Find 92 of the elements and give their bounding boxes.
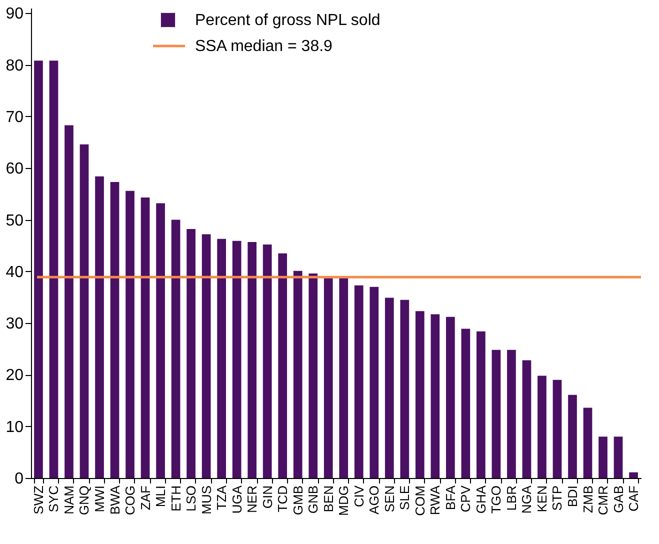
bar [430,314,440,478]
x-tick-label: SLE [397,485,412,510]
bar [370,286,379,478]
y-tick-label: 50 [6,212,24,230]
x-tick-label: TZA [214,485,230,510]
bar [324,278,333,478]
legend-label: SSA median = 38.9 [195,38,333,55]
x-tick-label: SEN [382,486,397,512]
bar [492,350,501,478]
bar [278,253,288,478]
x-tick-label: ZAF [138,485,153,510]
x-tick-label: CIV [351,485,366,508]
x-tick-label: CPV [458,485,474,512]
bar [476,331,486,478]
bar [354,285,364,478]
bar [110,182,120,478]
x-tick-label: TGO [488,486,504,514]
x-tick-label: GNQ [76,486,92,516]
x-tick-label: UGA [229,485,244,514]
x-tick-label: BEN [320,486,336,512]
x-tick-label: LBR [504,486,519,511]
bar [308,273,318,478]
x-tick-label: ZMB [580,486,596,513]
x-tick-label: SYC [46,486,62,512]
x-tick-label: GMB [290,486,306,516]
x-tick-label: CMR [596,486,611,516]
y-tick-label: 70 [6,108,24,126]
bar [614,436,623,478]
bar [446,316,455,478]
bar [384,298,394,478]
bar [248,242,257,478]
x-tick-label: ETH [168,486,184,512]
x-tick-label: NAM [61,486,76,514]
bar [171,220,180,478]
bar [629,472,638,478]
bar [140,198,150,478]
x-tick-label: RWA [428,485,443,516]
x-tick-label: TCD [275,486,290,512]
x-tick-label: SWZ [30,485,46,514]
x-tick-label: LSO [184,486,199,512]
x-tick-label: COM [412,486,428,516]
bar [598,436,608,478]
y-tick-label: 30 [6,316,24,333]
bar [552,380,562,478]
legend-label: Percent of gross NPL sold [195,12,380,29]
bar [49,60,58,478]
y-tick-label: 20 [6,367,24,384]
x-tick-label: MUS [198,485,214,514]
bar [232,240,242,478]
bar [293,270,302,478]
bar [217,238,226,478]
x-tick-label: GHA [473,485,488,514]
bar [34,60,43,478]
bar [186,229,196,478]
x-tick-label: GIN [260,486,275,509]
x-tick-label: BWA [107,485,122,515]
bar [126,190,134,478]
x-tick-label: GAB [610,486,626,513]
x-tick-label: AGO [366,486,382,514]
bar [80,144,89,478]
bar [461,328,470,478]
x-tick-label: MLI [153,486,168,508]
bar [415,311,424,478]
bar [262,244,272,478]
bar [339,278,348,478]
x-tick-label: NER [244,486,260,513]
x-tick-label: NGA [519,485,534,514]
y-tick-label: 90 [6,6,24,23]
bar [64,125,74,478]
y-tick-label: 40 [6,264,24,281]
x-tick-label: CAF [626,485,642,512]
bar [202,234,211,478]
bar [507,350,516,478]
y-tick-label: 80 [6,57,24,74]
x-tick-label: KEN [534,486,550,512]
y-tick-label: 10 [6,418,24,436]
bar [583,408,592,478]
x-tick-label: COG [122,486,138,516]
bar [156,203,165,478]
x-tick-label: STP [550,486,565,511]
bar [95,176,104,478]
x-tick-label: BDI [564,486,580,508]
x-tick-label: GNB [306,486,321,514]
x-tick-label: MWI [92,486,108,512]
y-tick-label: 60 [6,160,24,178]
bar [400,300,410,478]
y-tick-label: 0 [14,470,24,488]
bar [522,360,532,478]
x-tick-label: BFA [442,485,458,510]
bar [538,376,546,478]
bar [568,394,577,478]
x-tick-label: MDG [336,486,352,516]
